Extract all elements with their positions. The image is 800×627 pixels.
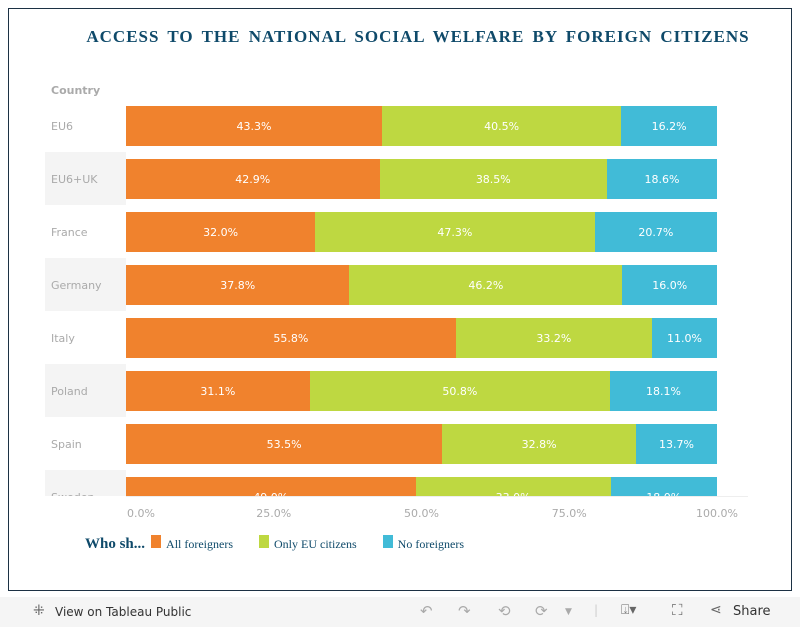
bar-segment[interactable]: 50.8%: [309, 371, 611, 411]
row-band: [45, 258, 126, 311]
bar-segment[interactable]: 47.3%: [315, 212, 595, 252]
data-label: 43.3%: [236, 119, 272, 133]
legend-swatch: [151, 535, 162, 548]
data-label: 33.0%: [496, 491, 531, 497]
bar-segment[interactable]: 55.8%: [126, 318, 456, 358]
bar-segment[interactable]: 40.5%: [381, 106, 622, 146]
undo-icon[interactable]: ↶: [420, 602, 433, 620]
data-label: 18.0%: [646, 491, 681, 497]
data-label: 53.5%: [266, 437, 302, 451]
data-label: 20.7%: [638, 225, 674, 239]
legend-swatch: [382, 535, 393, 548]
x-tick-label: 0.0%: [127, 507, 155, 520]
row-band: [45, 470, 126, 496]
bar-segment[interactable]: 18.0%: [610, 477, 717, 497]
bar-segment[interactable]: 37.8%: [126, 265, 350, 305]
row-label: Spain: [51, 438, 82, 451]
bar-segment[interactable]: 16.2%: [621, 106, 717, 146]
share-button[interactable]: Share: [733, 604, 771, 619]
bar-segment[interactable]: 49.0%: [126, 477, 416, 496]
legend-item[interactable]: No foreigners: [382, 535, 464, 552]
row-label: EU6+UK: [51, 173, 98, 186]
data-label: 18.6%: [644, 172, 680, 186]
row-label: Germany: [51, 279, 102, 292]
row-label: EU6: [51, 120, 73, 133]
pause-dropdown-icon[interactable]: ▼: [565, 607, 572, 617]
download-icon[interactable]: ⍗▾: [621, 602, 637, 618]
legend-item[interactable]: All foreigners: [151, 535, 234, 552]
chart-title: ACCESS TO THE NATIONAL SOCIAL WELFARE BY…: [86, 27, 750, 46]
legend-item[interactable]: Only EU citizens: [259, 535, 357, 552]
legend-label: No foreigners: [397, 537, 464, 551]
legend-label: All foreigners: [166, 537, 234, 551]
fullscreen-icon[interactable]: ⛶: [672, 601, 683, 619]
row-label: Poland: [51, 385, 88, 398]
bar-segment[interactable]: 46.2%: [349, 265, 623, 305]
data-label: 11.0%: [667, 331, 702, 345]
plot-area: EU6 43.3% 40.5% 16.2% EU6+UK 42.9% 38.5% 18.6% F…: [45, 96, 750, 496]
bar-segment[interactable]: 18.1%: [610, 371, 717, 411]
bar-segment[interactable]: 43.3%: [126, 106, 382, 146]
data-label: 46.2%: [468, 278, 504, 292]
legend: Who sh... All foreigners Only EU citizens…: [85, 535, 490, 553]
data-label: 38.5%: [475, 172, 511, 186]
bar-segment[interactable]: 33.2%: [455, 318, 652, 358]
data-label: 32.8%: [521, 437, 557, 451]
bar-segment[interactable]: 11.0%: [651, 318, 717, 358]
bar-segment[interactable]: 20.7%: [594, 212, 717, 252]
data-label: 50.8%: [442, 384, 478, 398]
row-label: Italy: [51, 332, 75, 345]
row-band: [45, 152, 126, 205]
row-band: [45, 364, 126, 417]
bar-segment[interactable]: 18.6%: [607, 159, 717, 199]
bar-segment[interactable]: 42.9%: [126, 159, 380, 199]
bar-segment[interactable]: 32.8%: [442, 424, 637, 464]
data-label: 42.9%: [235, 172, 271, 186]
tableau-logo-icon: ⁜: [33, 603, 45, 619]
row-label: Sweden: [51, 491, 94, 496]
data-label: 18.1%: [646, 384, 681, 398]
data-label: 37.8%: [220, 278, 256, 292]
bar-segment[interactable]: 16.0%: [622, 265, 717, 305]
bar-segment[interactable]: 33.0%: [415, 477, 611, 497]
data-label: 40.5%: [484, 119, 520, 133]
bar-segment[interactable]: 13.7%: [636, 424, 717, 464]
data-label: 16.0%: [652, 278, 688, 292]
data-label: 32.0%: [203, 225, 239, 239]
bar-segment[interactable]: 31.1%: [126, 371, 310, 411]
data-label: 55.8%: [273, 331, 309, 345]
dashboard-frame: [8, 8, 792, 591]
legend-swatch: [259, 535, 270, 548]
data-label: 16.2%: [651, 119, 687, 133]
toolbar-divider: |: [594, 603, 599, 617]
x-tick-label: 100.0%: [696, 507, 738, 520]
revert-icon[interactable]: ⟲: [498, 602, 511, 620]
share-icon[interactable]: ⋖: [710, 602, 722, 618]
data-label: 33.2%: [536, 331, 572, 345]
bar-segment[interactable]: 38.5%: [379, 159, 608, 199]
row-label: France: [51, 226, 88, 239]
data-label: 13.7%: [659, 437, 694, 451]
bar-segment[interactable]: 53.5%: [126, 424, 443, 464]
x-tick-label: 50.0%: [404, 507, 439, 520]
redo-icon[interactable]: ↷: [458, 602, 471, 620]
view-on-tableau-link[interactable]: View on Tableau Public: [55, 605, 192, 619]
refresh-icon[interactable]: ⟳: [535, 602, 548, 620]
x-tick-label: 25.0%: [256, 507, 292, 520]
data-label: 47.3%: [437, 225, 473, 239]
tableau-toolbar: ⁜ View on Tableau Public ↶ ↷ ⟲ ⟳ ▼ | ⍗▾ …: [0, 597, 800, 627]
data-label: 49.0%: [253, 491, 288, 497]
legend-label: Only EU citizens: [274, 537, 357, 551]
x-tick-label: 75.0%: [551, 507, 587, 520]
legend-title[interactable]: Who sh...: [85, 536, 146, 552]
bar-segment[interactable]: 32.0%: [126, 212, 316, 252]
data-label: 31.1%: [200, 384, 236, 398]
row-header: Country: [51, 84, 101, 97]
x-axis-line: [126, 496, 748, 497]
